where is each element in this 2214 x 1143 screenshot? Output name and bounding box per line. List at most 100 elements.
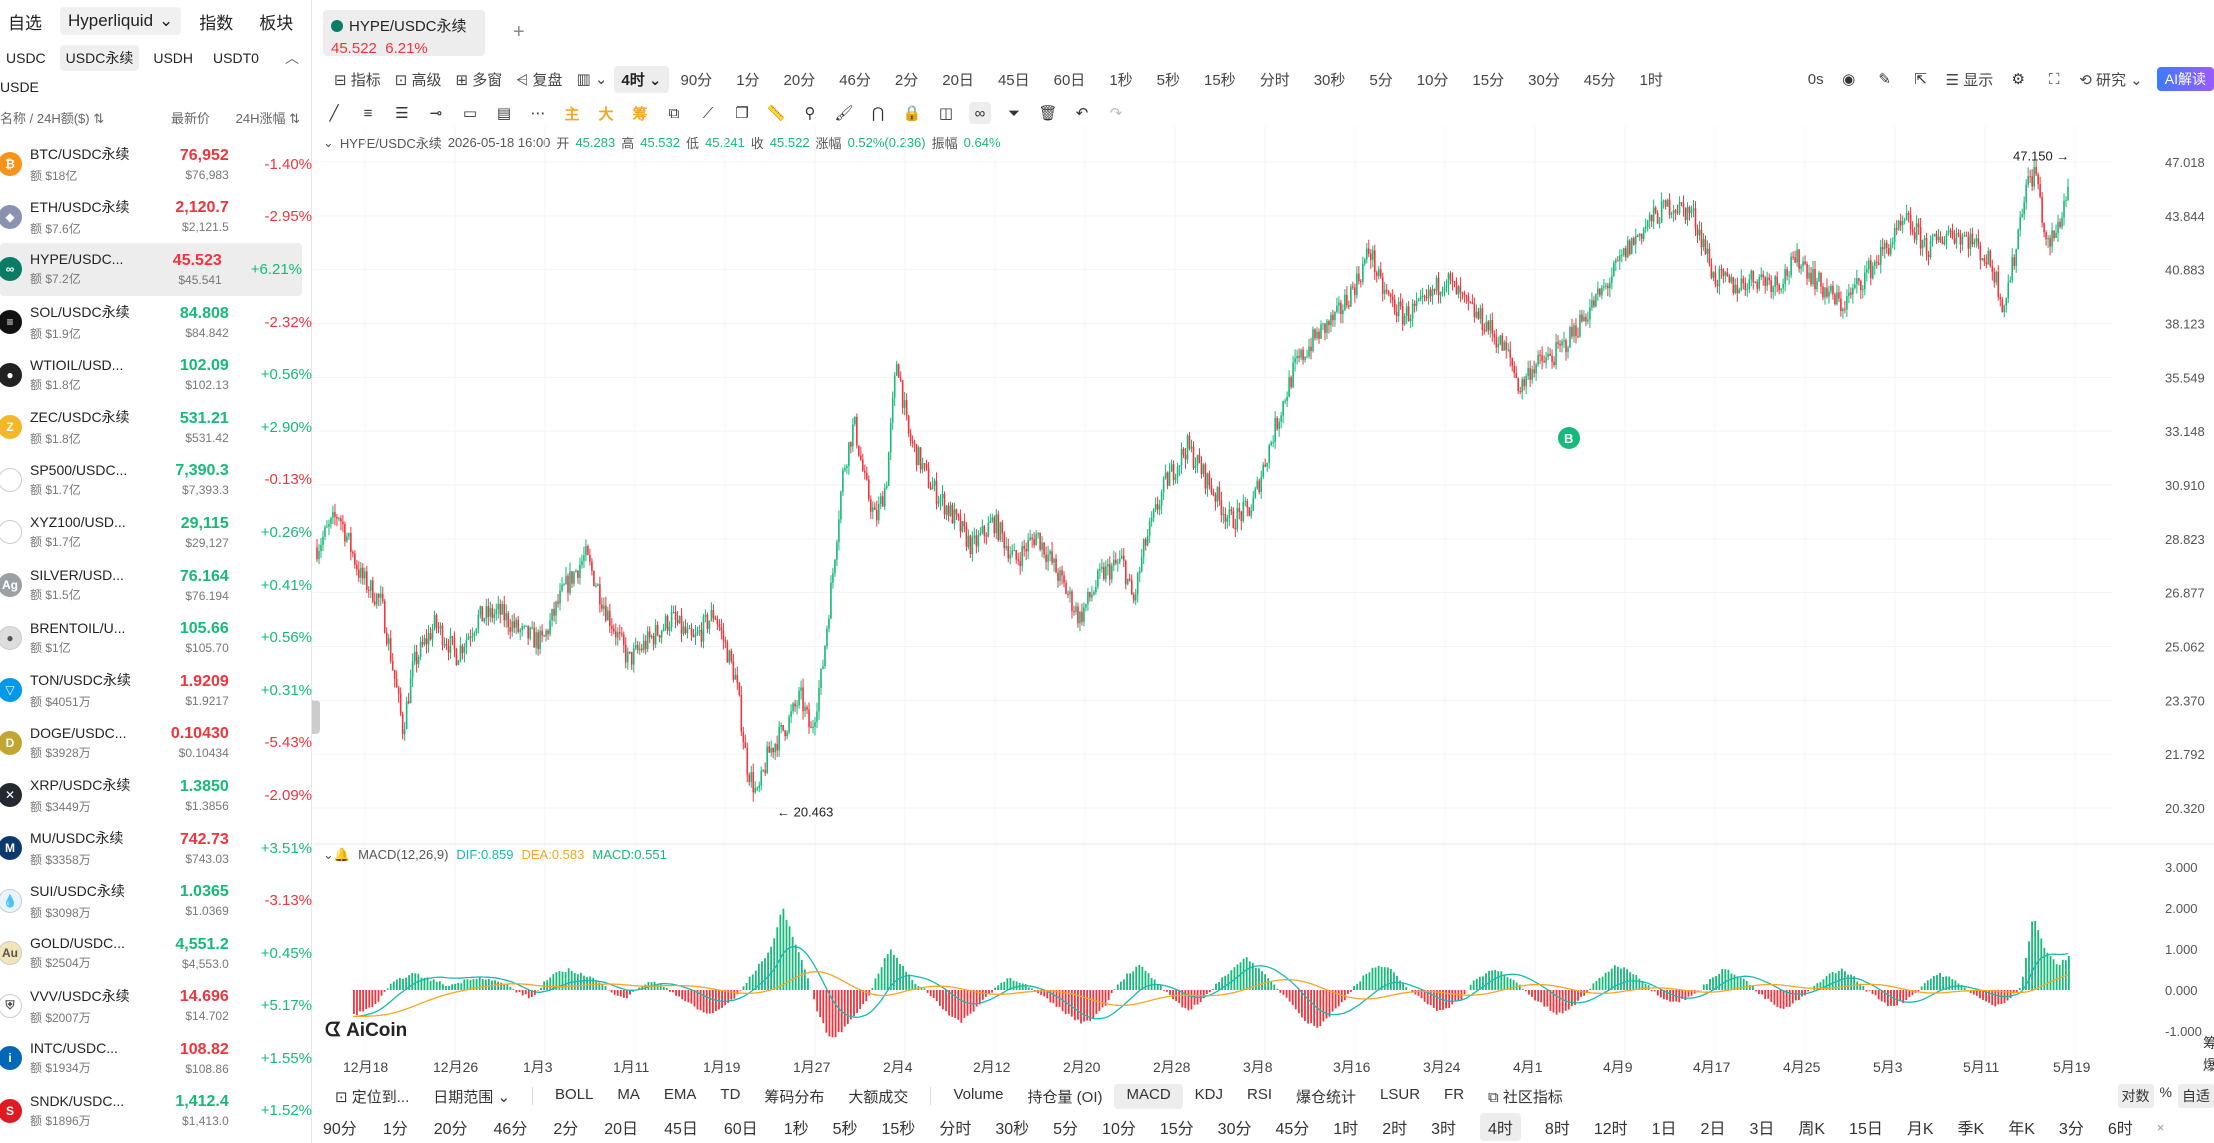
chip-toggle[interactable]: 筹 <box>632 105 648 123</box>
bottom-interval-option[interactable]: 1分 <box>382 1121 408 1138</box>
camera-icon[interactable]: ◉ <box>1842 71 1856 88</box>
share-icon[interactable]: ⇱ <box>1914 71 1927 88</box>
fullscreen-icon[interactable]: ⛶ <box>2048 70 2060 88</box>
interval-option[interactable]: 30分 <box>1528 71 1560 89</box>
interval-option[interactable]: 15分 <box>1472 71 1505 89</box>
zoom-icon[interactable]: ⚲ <box>804 105 816 122</box>
watchlist-row[interactable]: 💧 SUI/USDC永续额 $3098万 1.0365 $1.0369 -3.13% <box>0 874 312 927</box>
bottom-interval-option[interactable]: 3分 <box>2058 1121 2084 1138</box>
main-indicator[interactable]: TD <box>720 1085 741 1103</box>
hide-icon[interactable]: ◫ <box>938 105 954 122</box>
watchlist-row[interactable]: ∞ HYPE/USDC... 额 $7.2亿 45.523 $45.541 +6.21% <box>0 243 302 296</box>
percent-scale-toggle[interactable]: % <box>2159 1084 2172 1100</box>
bottom-interval-option[interactable]: 60日 <box>723 1121 758 1138</box>
bottom-interval-option[interactable]: 20日 <box>604 1121 639 1138</box>
locate-button[interactable]: ⊡ 定位到... <box>335 1088 410 1106</box>
interval-option[interactable]: 1分 <box>736 71 760 89</box>
close-icon[interactable]: × <box>2156 1119 2165 1135</box>
header-name-vol[interactable]: 名称 / 24H额($) ⇅ <box>0 110 105 126</box>
bottom-interval-option[interactable]: 12时 <box>1593 1121 1628 1138</box>
interval-option[interactable]: 5秒 <box>1156 71 1180 89</box>
chevron-up-icon[interactable]: ︿ <box>285 50 299 66</box>
watchlist-row[interactable]: ✕ XRP/USDC永续额 $3449万 1.3850 $1.3856 -2.09% <box>0 769 312 822</box>
settings-icon[interactable]: ⚙ <box>2011 71 2025 88</box>
main-indicator[interactable]: 筹码分布 <box>764 1088 825 1106</box>
interval-option[interactable]: 1时 <box>1639 71 1663 89</box>
tab-favorites[interactable]: 自选 <box>8 13 42 33</box>
research-button[interactable]: ⟲ 研究 ⌄ <box>2079 71 2143 89</box>
link-icon[interactable]: ∞ <box>969 102 991 124</box>
tab-index[interactable]: 指数 <box>199 13 234 33</box>
interval-option[interactable]: 30秒 <box>1313 71 1346 89</box>
bottom-interval-option[interactable]: 1秒 <box>783 1121 809 1138</box>
more-icon[interactable]: ⋯ <box>530 105 546 122</box>
bottom-interval-option[interactable]: 30分 <box>1217 1121 1252 1138</box>
bottom-interval-option[interactable]: 15分 <box>1159 1121 1194 1138</box>
interval-option[interactable]: 45分 <box>1583 71 1616 89</box>
interval-option[interactable]: 45日 <box>997 71 1030 89</box>
main-indicator[interactable]: BOLL <box>555 1085 594 1103</box>
chart-type-button[interactable]: ▥ ⌄ <box>576 71 608 88</box>
pen-icon[interactable]: ✎ <box>1878 71 1891 88</box>
watchlist-row[interactable]: S SNDK/USDC... 额 $1896万 1,412.4 $1,413.0 +1.5… <box>0 1085 312 1138</box>
interval-option[interactable]: 分时 <box>1259 71 1290 89</box>
bottom-interval-option[interactable]: 5分 <box>1053 1121 1079 1138</box>
ruler-icon[interactable]: 📏 <box>766 105 786 122</box>
bottom-interval-option[interactable]: 1时 <box>1333 1121 1359 1138</box>
lock-icon[interactable]: 🔒 <box>902 105 922 122</box>
watchlist-row[interactable]: D DOGE/USDC... 额 $3928万 0.10430 $0.10434 -5.4… <box>0 717 312 770</box>
bottom-interval-option[interactable]: 90分 <box>323 1121 357 1138</box>
template-icon[interactable]: ⧉ <box>668 104 680 122</box>
interval-option[interactable]: 20分 <box>783 71 816 89</box>
watchlist-row[interactable]: XYZ100/USD... 额 $1.7亿 29,115 $29,127 +0.26% <box>0 506 312 559</box>
sub-indicator[interactable]: FR <box>1444 1085 1465 1103</box>
interval-option[interactable]: 15秒 <box>1204 71 1236 89</box>
auto-scale-toggle[interactable]: 自适 <box>2178 1084 2214 1108</box>
interval-option[interactable]: 46分 <box>839 71 871 89</box>
sub-indicator[interactable]: Volume <box>953 1085 1004 1103</box>
bottom-interval-option[interactable]: 45日 <box>664 1121 698 1138</box>
trash-icon[interactable]: 🗑 <box>1038 105 1058 122</box>
ai-interpret-button[interactable]: AI解读 <box>2156 67 2214 91</box>
interval-selected[interactable]: 4时 ⌄ <box>614 65 669 93</box>
watchlist-row[interactable]: ⛨ VVV/USDC永续额 $2007万 14.696 $14.702 +5.17% <box>0 980 312 1033</box>
interval-option[interactable]: 5分 <box>1369 71 1393 89</box>
watchlist-row[interactable]: ≡ SOL/USDC永续额 $1.9亿 84.808 $84.842 -2.32% <box>0 296 312 349</box>
subtab-usdt0[interactable]: USDT0 <box>213 50 259 66</box>
subtab-usdc-perp[interactable]: USDC永续 <box>59 45 140 71</box>
bottom-interval-option[interactable]: 分时 <box>939 1121 972 1138</box>
price-chart[interactable]: 47.01843.84440.88338.12335.54933.14830.9… <box>313 126 2214 1076</box>
watchlist-row[interactable]: i INTC/USDC... 额 $1934万 108.82 $108.86 +1.55% <box>0 1032 312 1085</box>
interval-option[interactable]: 10分 <box>1416 71 1449 89</box>
measure-icon[interactable]: ⟋ <box>702 104 714 122</box>
rectangle-icon[interactable]: ▭ <box>462 105 478 122</box>
display-button[interactable]: ☰ 显示 <box>1945 71 1994 89</box>
header-change[interactable]: 24H涨幅 ⇅ <box>235 110 300 126</box>
interval-option[interactable]: 90分 <box>680 71 713 89</box>
bottom-interval-option[interactable]: 15日 <box>1849 1121 1883 1138</box>
watchlist-row[interactable]: ● WTIOIL/USD... 额 $1.8亿 102.09 $102.13 +0.56% <box>0 348 312 401</box>
main-indicator[interactable]: MA <box>617 1085 640 1103</box>
bottom-interval-option[interactable]: 1日 <box>1651 1121 1677 1138</box>
watchlist-row[interactable]: SP500/USDC... 额 $1.7亿 7,390.3 $7,393.3 -0.13… <box>0 454 312 507</box>
fib-icon[interactable]: ▤ <box>496 105 512 122</box>
bottom-interval-option[interactable]: 5秒 <box>832 1121 858 1138</box>
bottom-interval-option[interactable]: 8时 <box>1544 1121 1570 1138</box>
bottom-interval-option[interactable]: 2日 <box>1700 1121 1726 1138</box>
brush-icon[interactable]: 🖌 <box>834 105 854 122</box>
watchlist-row[interactable]: ● BRENTOIL/U... 额 $1亿 105.66 $105.70 +0.56% <box>0 611 312 664</box>
bottom-interval-option[interactable]: 10分 <box>1102 1121 1136 1138</box>
main-indicator[interactable]: 大额成交 <box>848 1088 909 1106</box>
bottom-interval-option[interactable]: 3日 <box>1749 1121 1775 1138</box>
watchlist-row[interactable]: Z ZEC/USDC永续额 $1.8亿 531.21 $531.42 +2.90% <box>0 401 312 454</box>
symbol-tab-hype[interactable]: HYPE/USDC永续 45.522 6.21% <box>323 10 485 57</box>
bottom-interval-option[interactable]: 4时 <box>1480 1113 1521 1141</box>
sub-indicator[interactable]: RSI <box>1247 1085 1273 1103</box>
collapse-legend-icon[interactable]: ⌄ <box>323 134 334 150</box>
bottom-interval-option[interactable]: 2时 <box>1382 1121 1408 1138</box>
main-chart-toggle[interactable]: 主 <box>564 105 580 123</box>
subtab-usdh[interactable]: USDH <box>153 50 194 66</box>
subtab-usde[interactable]: USDE <box>0 79 39 95</box>
add-tab-button[interactable]: + <box>513 21 525 43</box>
advanced-button[interactable]: ⊡ 高级 <box>394 71 442 89</box>
